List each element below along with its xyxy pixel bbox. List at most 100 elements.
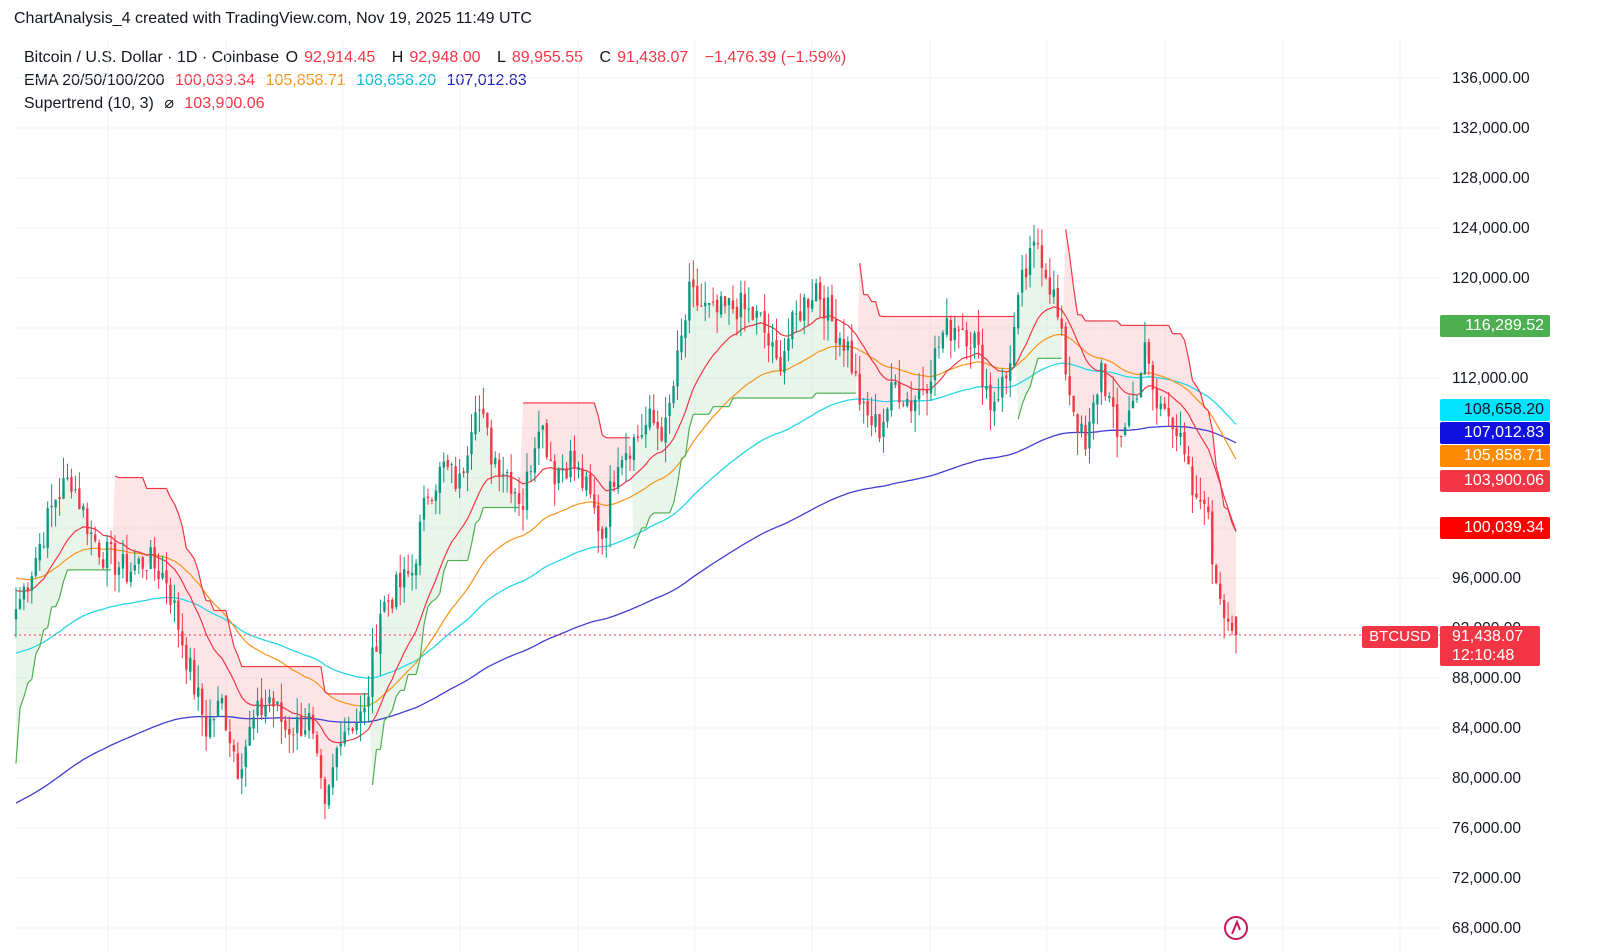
candle-body xyxy=(1211,511,1214,565)
candle-body xyxy=(787,338,790,351)
supertrend-fill-segment xyxy=(95,537,100,570)
candle-body xyxy=(288,728,291,735)
candle-body xyxy=(783,351,786,373)
candle-body xyxy=(1123,427,1127,435)
candle-body xyxy=(311,714,315,734)
candle-body xyxy=(890,382,893,411)
supertrend-fill-segment xyxy=(166,488,171,595)
supertrend-fill-segment xyxy=(863,294,868,409)
candle-body xyxy=(129,571,133,582)
supertrend-segment xyxy=(1203,406,1209,412)
supertrend-fill-segment xyxy=(392,590,397,711)
candle-body xyxy=(153,547,156,569)
candle-body xyxy=(236,753,239,779)
candle-body xyxy=(133,565,137,571)
candle-body xyxy=(351,728,354,732)
supertrend-segment xyxy=(201,588,207,601)
y-tick-label: 84,000.00 xyxy=(1452,720,1521,737)
supertrend-fill-segment xyxy=(986,316,991,398)
candle-body xyxy=(989,384,992,411)
candle-body xyxy=(355,723,358,731)
candle-body xyxy=(125,554,129,582)
visibility-icon[interactable]: ⌀ xyxy=(164,95,174,112)
candle-body xyxy=(490,427,493,465)
supertrend-fill-segment xyxy=(158,488,163,576)
candle-body xyxy=(86,508,89,535)
candle-body xyxy=(426,496,430,499)
candle-body xyxy=(775,340,778,359)
candle-body xyxy=(375,646,378,652)
supertrend-fill-segment xyxy=(162,488,167,577)
candle-body xyxy=(430,500,434,502)
ema100-tag[interactable]: 108,658.20 xyxy=(1440,399,1550,421)
candle-body xyxy=(113,543,117,575)
candle-body xyxy=(177,600,180,630)
supertrend-segment xyxy=(728,397,734,407)
candle-body xyxy=(1207,506,1210,513)
supertrend-fill-segment xyxy=(602,435,607,534)
supertrend-tag[interactable]: 103,900.06 xyxy=(1440,470,1550,492)
candle-body xyxy=(97,542,101,558)
supertrend-fill-segment xyxy=(479,409,484,520)
candle-body xyxy=(327,785,331,806)
candle-body xyxy=(90,532,93,534)
supertrend-fill-segment xyxy=(427,497,432,607)
candle-body xyxy=(838,337,842,345)
supertrend-fill-segment xyxy=(408,572,413,675)
ema50-tag[interactable]: 105,858.71 xyxy=(1440,445,1550,467)
supertrend-line xyxy=(15,229,1237,786)
candle-body xyxy=(601,528,604,539)
candle-body xyxy=(549,459,552,461)
symbol-tag[interactable]: BTCUSD xyxy=(1362,626,1438,648)
supertrend-fill-segment xyxy=(194,558,199,693)
candle-body xyxy=(898,381,901,403)
last-price-tag[interactable]: 91,438.07 12:10:48 xyxy=(1440,626,1540,666)
candle-body xyxy=(858,373,861,405)
supertrend-segment xyxy=(672,483,679,504)
candle-body xyxy=(585,476,588,491)
supertrend-fill-segment xyxy=(554,402,559,477)
ema-label[interactable]: EMA 20/50/100/200 xyxy=(24,72,165,89)
supertrend-label[interactable]: Supertrend (10, 3) xyxy=(24,95,154,112)
candle-body xyxy=(391,599,394,609)
candle-body xyxy=(696,285,699,306)
last-green-tag[interactable]: 116,289.52 xyxy=(1440,315,1550,337)
candle-body xyxy=(747,308,750,310)
candle-body xyxy=(296,716,299,734)
supertrend-fill-segment xyxy=(499,468,504,508)
supertrend-segment xyxy=(58,581,65,598)
candle-body xyxy=(941,332,945,349)
supertrend-fill-segment xyxy=(824,308,829,394)
candle-body xyxy=(961,328,964,331)
symbol-description[interactable]: Bitcoin / U.S. Dollar · 1D · Coinbase xyxy=(24,49,280,66)
supertrend-fill-segment xyxy=(277,666,282,713)
candle-body xyxy=(1052,289,1055,297)
candle-body xyxy=(704,302,707,307)
candle-body xyxy=(1151,364,1155,390)
supertrend-row[interactable]: Supertrend (10, 3) ⌀ 103,900.06 xyxy=(24,92,852,115)
supertrend-segment xyxy=(173,503,179,514)
supertrend-segment xyxy=(867,294,873,302)
candle-body xyxy=(913,399,917,412)
candle-body xyxy=(498,459,501,477)
candle-body xyxy=(303,730,307,735)
candle-body xyxy=(383,601,386,612)
ema200-tag[interactable]: 107,012.83 xyxy=(1440,422,1550,444)
ema50-value: 105,858.71 xyxy=(265,72,346,89)
supertrend-fill-segment xyxy=(1180,333,1185,444)
supertrend-fill-segment xyxy=(764,321,769,399)
supertrend-segment xyxy=(1183,340,1190,359)
supertrend-fill-segment xyxy=(752,313,757,399)
candle-body xyxy=(1096,394,1099,405)
supertrend-segment xyxy=(597,416,603,436)
supertrend-fill-segment xyxy=(142,477,147,570)
supertrend-fill-segment xyxy=(1041,256,1046,359)
candle-body xyxy=(565,468,568,479)
ema-row[interactable]: EMA 20/50/100/200 100,039.34 105,858.71 … xyxy=(24,69,852,92)
supertrend-fill-segment xyxy=(594,402,599,519)
supertrend-fill-segment xyxy=(657,425,662,513)
ema20-tag[interactable]: 100,039.34 xyxy=(1440,517,1550,539)
candle-body xyxy=(561,468,564,471)
